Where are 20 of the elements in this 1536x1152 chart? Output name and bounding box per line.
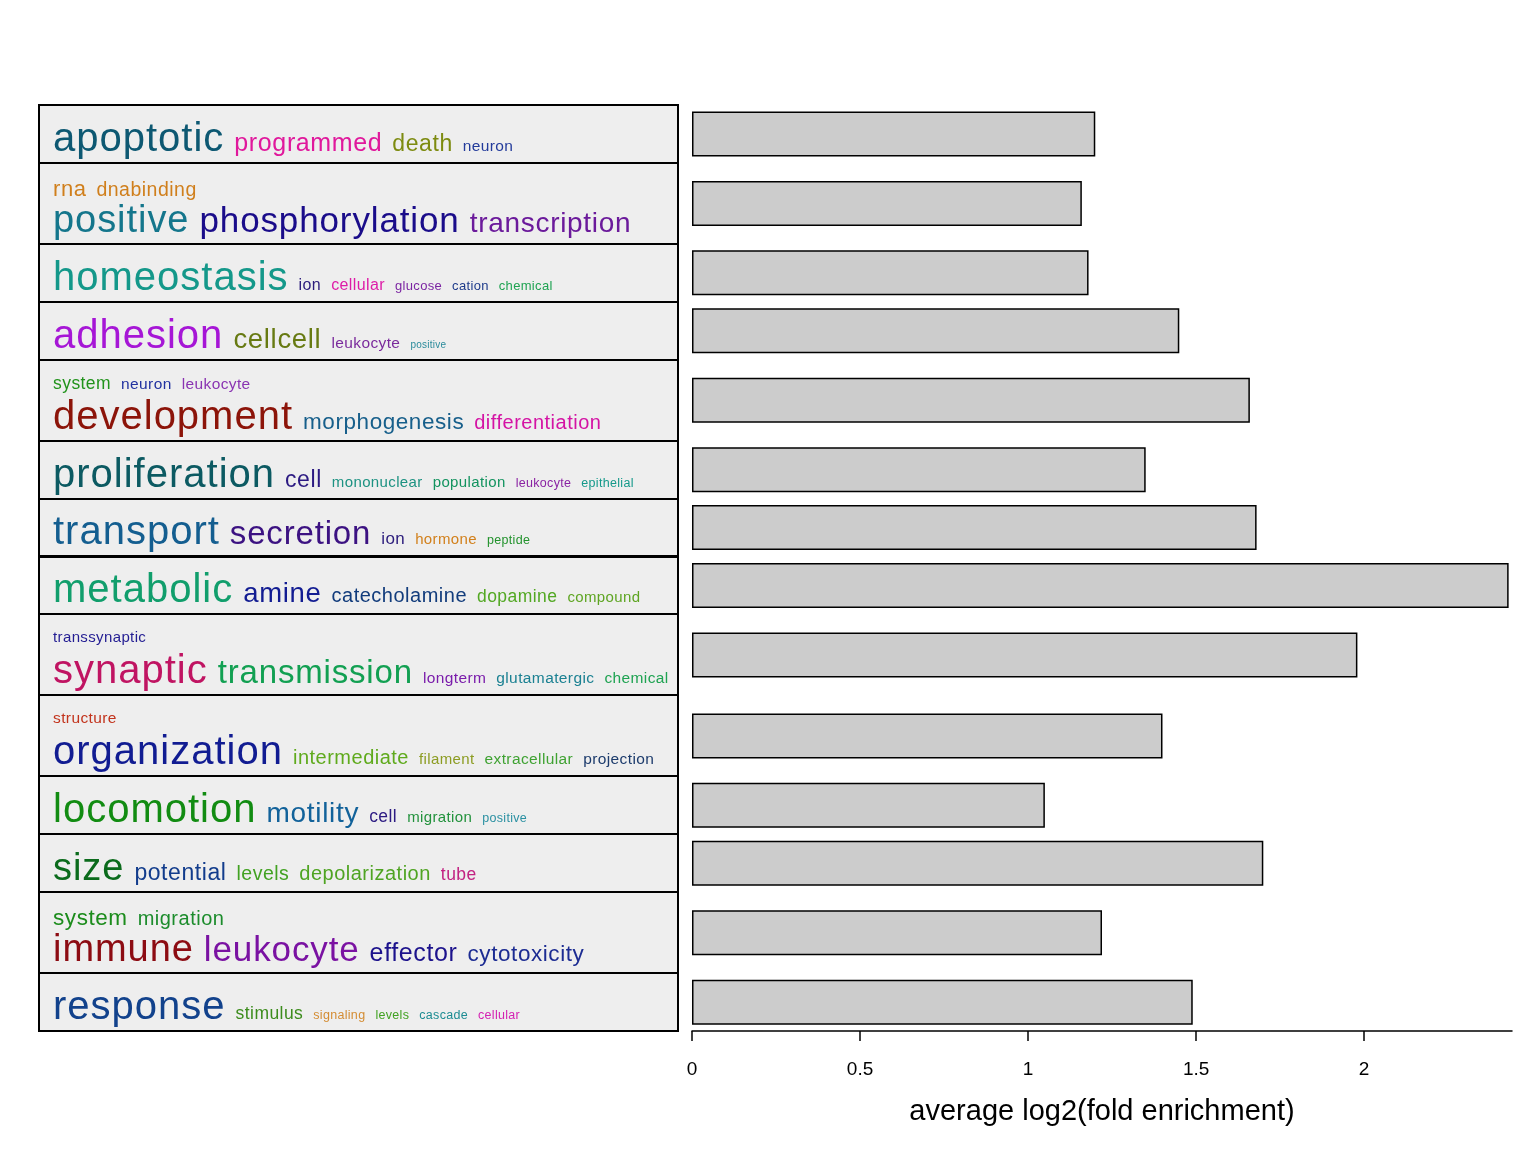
y-tick-label: proliferation cell mononuclear population leukocyte epithelial	[53, 450, 634, 495]
y-tick-label: homeostasis ion cellular glucose cation chemical	[53, 253, 553, 298]
y-tick-label: system migration immune leukocyte effector cytotoxicity	[53, 905, 585, 970]
y-tick-label: adhesion cellcell leukocyte positive	[53, 311, 447, 356]
y-tick-label: locomotion motility cell migration positive	[53, 786, 528, 831]
y-tick-label: size potential levels depolarization tube	[53, 846, 477, 889]
x-tick-label: 0.5	[846, 1058, 874, 1080]
x-tick-label: 1.5	[1182, 1058, 1210, 1080]
y-tick-label: response stimulus signaling levels cascade cellular	[53, 983, 521, 1028]
y-tick-label: metabolic amine catecholamine dopamine compound	[53, 566, 641, 611]
y-tick-label: structure organization intermediate filament extracellular projection	[53, 709, 655, 773]
y-tick-label: transport secretion ion hormone peptide	[53, 508, 531, 553]
x-tick-label: 1	[1022, 1058, 1034, 1080]
x-tick-label: 0	[686, 1058, 698, 1080]
x-tick-label: 2	[1358, 1058, 1370, 1080]
y-tick-label: rna dnabinding positive phosphorylation transcription	[53, 175, 632, 240]
y-tick-label: system neuron leukocyte development morphogenesis differentiation	[53, 372, 602, 437]
y-tick-label: transsynaptic synaptic transmission longterm glutamatergic chemical	[53, 628, 669, 692]
y-tick-label: apoptotic programmed death neuron	[53, 114, 514, 159]
x-axis-title: average log2(fold enrichment)	[909, 1093, 1295, 1126]
